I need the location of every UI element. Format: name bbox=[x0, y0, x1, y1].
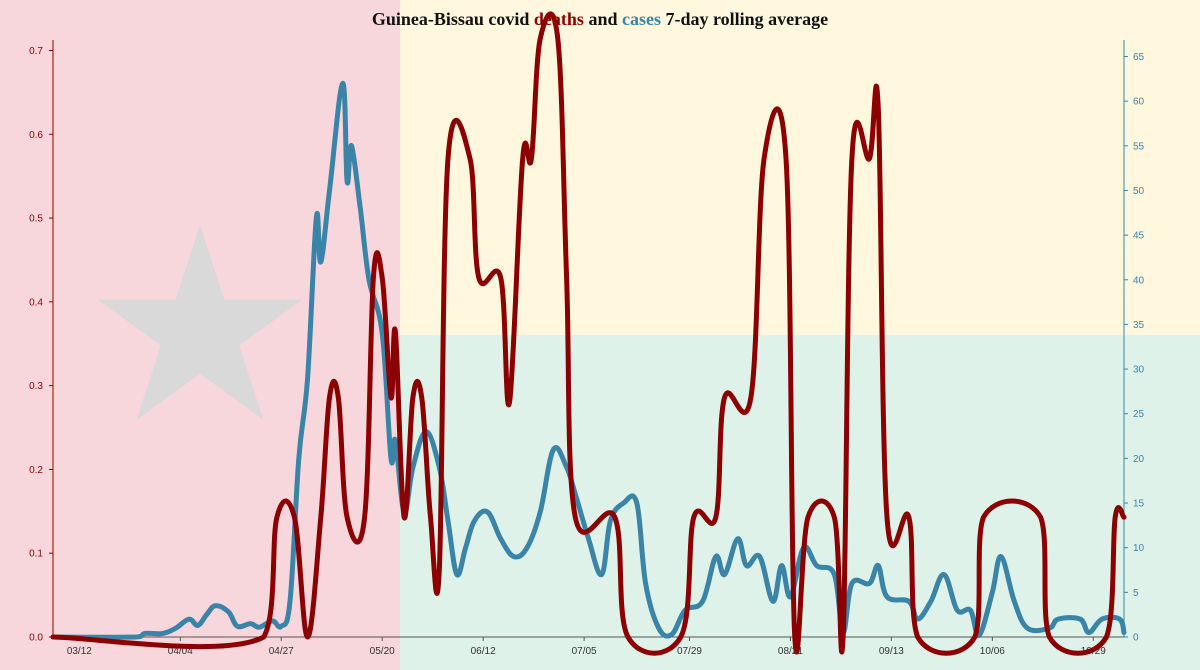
x-tick-label: 09/13 bbox=[879, 646, 904, 657]
title-cases-word: cases bbox=[622, 9, 661, 29]
x-tick-label: 10/06 bbox=[980, 646, 1005, 657]
left-tick-label: 0.4 bbox=[29, 297, 43, 308]
left-tick-label: 0.2 bbox=[29, 465, 43, 476]
left-tick-label: 0.7 bbox=[29, 46, 43, 57]
x-tick-label: 07/05 bbox=[572, 646, 597, 657]
right-tick-label: 40 bbox=[1133, 275, 1145, 286]
left-tick-label: 0.3 bbox=[29, 381, 43, 392]
x-tick-label: 05/20 bbox=[370, 646, 395, 657]
x-tick-label: 08/21 bbox=[778, 646, 803, 657]
title-suffix: 7-day rolling average bbox=[661, 9, 828, 29]
x-tick-label: 04/27 bbox=[269, 646, 294, 657]
cases-series-line bbox=[50, 80, 1127, 640]
flag-yellow-band bbox=[400, 0, 1200, 335]
deaths-series-line bbox=[50, 11, 1127, 656]
star-icon bbox=[97, 225, 303, 420]
right-tick-label: 55 bbox=[1133, 141, 1145, 152]
right-tick-label: 30 bbox=[1133, 365, 1145, 376]
left-tick-label: 0.1 bbox=[29, 549, 43, 560]
right-tick-label: 15 bbox=[1133, 499, 1145, 510]
right-tick-label: 65 bbox=[1133, 52, 1145, 63]
left-tick-label: 0.5 bbox=[29, 214, 43, 225]
x-tick-label: 03/12 bbox=[67, 646, 92, 657]
right-tick-label: 20 bbox=[1133, 454, 1145, 465]
x-tick-label: 04/04 bbox=[168, 646, 193, 657]
right-tick-label: 10 bbox=[1133, 543, 1145, 554]
left-tick-label: 0.6 bbox=[29, 130, 43, 141]
axes: 0.0 0.1 0.2 0.3 0.4 0.5 0.6 0.7 0 5 10 15 20 25 30 35 40… bbox=[29, 40, 1145, 657]
left-tick-label: 0.0 bbox=[29, 633, 43, 644]
series-layer bbox=[50, 11, 1127, 656]
right-tick-label: 45 bbox=[1133, 231, 1145, 242]
x-tick-label: 06/12 bbox=[471, 646, 496, 657]
right-tick-label: 50 bbox=[1133, 186, 1145, 197]
title-middle: and bbox=[584, 9, 622, 29]
right-tick-label: 0 bbox=[1133, 633, 1139, 644]
right-tick-label: 60 bbox=[1133, 97, 1145, 108]
right-tick-label: 25 bbox=[1133, 409, 1145, 420]
right-tick-label: 35 bbox=[1133, 320, 1145, 331]
right-tick-label: 5 bbox=[1133, 588, 1139, 599]
x-tick-label: 07/29 bbox=[677, 646, 702, 657]
title-prefix: Guinea-Bissau covid bbox=[372, 9, 534, 29]
chart-title: Guinea-Bissau covid deaths and cases 7-d… bbox=[372, 9, 828, 29]
